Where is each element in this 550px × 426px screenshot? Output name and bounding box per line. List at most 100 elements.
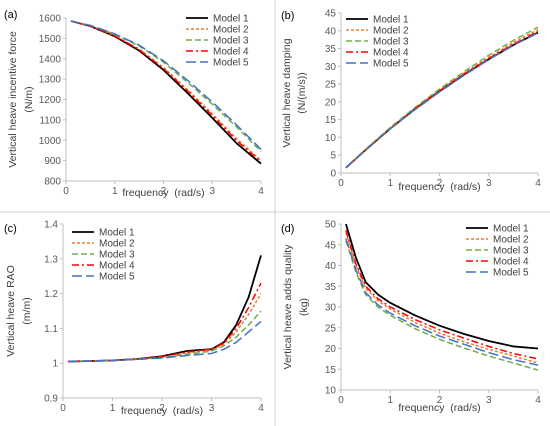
- y-tick-label: 35: [325, 44, 337, 55]
- series-line-model-4: [345, 30, 539, 169]
- legend-entry: Model 1: [99, 228, 135, 239]
- y-tick-label: 30: [325, 62, 337, 73]
- x-tick-label: 0: [63, 186, 69, 197]
- y-tick-label: 35: [325, 282, 337, 293]
- y-tick-label: 25: [325, 323, 337, 334]
- legend-entry: Model 3: [99, 250, 135, 261]
- legend-entry: Model 4: [373, 48, 409, 59]
- x-tick-label: 2: [437, 178, 443, 189]
- legend-entry: Model 1: [493, 224, 529, 235]
- y-tick-label: 1.1: [44, 324, 58, 335]
- series-line-model-4: [345, 230, 539, 360]
- x-tick-label: 2: [159, 403, 165, 414]
- x-tick-label: 4: [258, 186, 264, 197]
- y-tick-label: 20: [325, 97, 337, 108]
- y-tick-label: 1: [52, 359, 58, 370]
- legend-entry: Model 2: [373, 26, 409, 37]
- y-axis-label: Vertical heave incentive force: [7, 31, 19, 168]
- series-line-model-5: [67, 320, 262, 363]
- series-line-model-1: [345, 223, 539, 350]
- x-tick-label: 0: [60, 403, 66, 414]
- y-tick-label: 0: [330, 169, 336, 180]
- y-tick-label: 1000: [39, 136, 62, 147]
- y-axis-unit: (N/(m/s)): [296, 72, 308, 113]
- y-tick-label: 40: [325, 26, 337, 37]
- y-tick-label: 45: [325, 9, 337, 20]
- panel-label: (d): [281, 223, 294, 235]
- legend-entry: Model 5: [493, 268, 529, 279]
- chart-panel-4: (d) 10 15 20 25 30 35 40 45 50 0 1 2 3 4 frequency (rad…: [281, 220, 541, 415]
- legend-entry: Model 5: [99, 272, 135, 283]
- legend-entry: Model 3: [213, 36, 249, 47]
- chart-panel-2: (b) 0 5 10 15 20 25 30 35 40 45 0 1 2 3 4 frequency (rad…: [281, 9, 541, 194]
- x-tick-label: 0: [338, 395, 344, 406]
- y-axis-label: Vertical heave adds quality: [282, 244, 294, 370]
- y-axis-label: Vertical heave RAO: [5, 265, 17, 357]
- y-tick-label: 5: [330, 151, 336, 162]
- x-axis-label: frequency (rad/s): [398, 402, 480, 414]
- y-axis-unit: (N/m): [23, 86, 35, 112]
- y-axis-unit: (m/m): [21, 297, 33, 324]
- x-tick-label: 1: [387, 178, 393, 189]
- chart-panel-3: (c) 0.9 1 1.1 1.2 1.3 1.4 0 1 2 3 4 frequency (rad/s…: [4, 220, 264, 418]
- series-line-model-4: [70, 20, 262, 163]
- series-line-model-3: [345, 26, 539, 169]
- panel-label: (b): [281, 10, 294, 22]
- x-tick-label: 1: [112, 186, 118, 197]
- y-tick-label: 0.9: [44, 394, 58, 405]
- series-line-model-1: [70, 20, 262, 165]
- legend-entry: Model 4: [493, 257, 529, 268]
- legend-entry: Model 3: [493, 246, 529, 257]
- x-tick-label: 3: [209, 403, 215, 414]
- y-tick-label: 1600: [39, 14, 62, 25]
- legend-entry: Model 2: [493, 235, 529, 246]
- panel-label: (a): [4, 9, 17, 21]
- y-tick-label: 1200: [39, 95, 62, 106]
- series-line-model-3: [345, 240, 539, 371]
- series-line-model-4: [67, 282, 262, 363]
- y-tick-label: 1.2: [44, 289, 58, 300]
- y-tick-label: 1500: [39, 34, 62, 45]
- y-tick-label: 800: [44, 177, 61, 188]
- x-tick-label: 4: [535, 178, 541, 189]
- y-tick-label: 1100: [39, 115, 61, 126]
- y-tick-label: 1300: [39, 75, 62, 86]
- y-tick-label: 15: [325, 115, 337, 126]
- y-tick-label: 45: [325, 240, 337, 251]
- x-axis-label: frequency (rad/s): [121, 405, 203, 417]
- x-tick-label: 3: [209, 186, 215, 197]
- x-axis-label: frequency (rad/s): [122, 187, 204, 199]
- x-tick-label: 1: [110, 403, 116, 414]
- legend-entry: Model 3: [373, 37, 409, 48]
- panel-label: (c): [4, 223, 17, 235]
- x-tick-label: 1: [387, 395, 393, 406]
- x-tick-label: 3: [486, 178, 492, 189]
- y-tick-label: 50: [325, 220, 337, 231]
- y-tick-label: 25: [325, 80, 337, 91]
- legend-entry: Model 4: [99, 261, 135, 272]
- y-tick-label: 900: [44, 156, 61, 167]
- legend-entry: Model 1: [213, 14, 249, 25]
- x-tick-label: 2: [437, 395, 443, 406]
- y-tick-label: 10: [325, 386, 337, 397]
- y-tick-label: 30: [325, 303, 337, 314]
- x-tick-label: 4: [258, 403, 264, 414]
- chart-panel-1: (a) 800 900 1000 1100 1200 1300 1400 1500 1600 0 1 2…: [4, 9, 264, 199]
- y-axis-label: Vertical heave damping: [281, 38, 293, 147]
- x-tick-label: 2: [161, 186, 167, 197]
- y-tick-label: 15: [325, 365, 337, 376]
- x-tick-label: 0: [338, 178, 344, 189]
- series-line-model-2: [345, 232, 539, 364]
- x-tick-label: 3: [486, 395, 492, 406]
- legend-entry: Model 5: [213, 58, 249, 69]
- x-tick-label: 4: [535, 395, 541, 406]
- series-line-model-5: [345, 238, 539, 366]
- legend-entry: Model 5: [373, 59, 409, 70]
- legend-entry: Model 4: [213, 47, 249, 58]
- y-tick-label: 10: [325, 133, 337, 144]
- series-line-model-5: [70, 20, 262, 150]
- legend-entry: Model 2: [213, 25, 249, 36]
